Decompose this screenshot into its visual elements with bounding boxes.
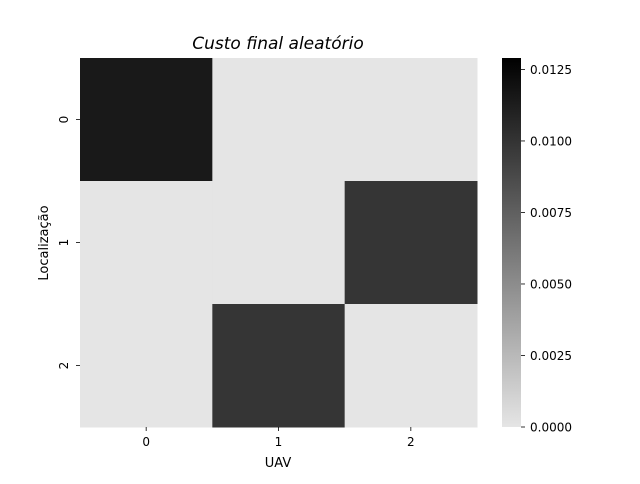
x-axis: 0 1 2 (142, 427, 415, 449)
heatmap-cell (212, 304, 346, 428)
x-axis-label: UAV (265, 456, 292, 471)
heatmap-cell (212, 181, 346, 305)
heatmap-cell (344, 58, 478, 182)
colorbar-tick-label: 0.0000 (530, 421, 572, 435)
colorbar (502, 58, 521, 427)
heatmap-cell (80, 304, 213, 428)
colorbar-tick-label: 0.0025 (530, 349, 572, 363)
heatmap-cell (344, 181, 478, 305)
chart-title: Custo final aleatório (192, 34, 363, 54)
x-tick-label: 1 (275, 435, 283, 449)
y-axis: 0 1 2 (57, 116, 80, 370)
colorbar-tick-label: 0.0100 (530, 134, 572, 148)
y-axis-label: Localização (37, 205, 52, 280)
y-tick-label: 2 (57, 362, 71, 370)
colorbar-tick-label: 0.0125 (530, 63, 572, 77)
colorbar-tick-label: 0.0050 (530, 277, 572, 291)
x-tick-label: 2 (407, 435, 415, 449)
heatmap-cell (344, 304, 478, 428)
colorbar-tick-label: 0.0075 (530, 206, 572, 220)
heatmap-cell (80, 58, 213, 182)
y-tick-label: 0 (57, 116, 71, 124)
heatmap-cell (80, 181, 213, 305)
heatmap-cell (212, 58, 346, 182)
colorbar-axis: 0.0000 0.0025 0.0050 0.0075 0.0100 0.0125 (521, 63, 572, 435)
heatmap-cells (80, 58, 478, 428)
y-tick-label: 1 (57, 239, 71, 247)
x-tick-label: 0 (142, 435, 150, 449)
